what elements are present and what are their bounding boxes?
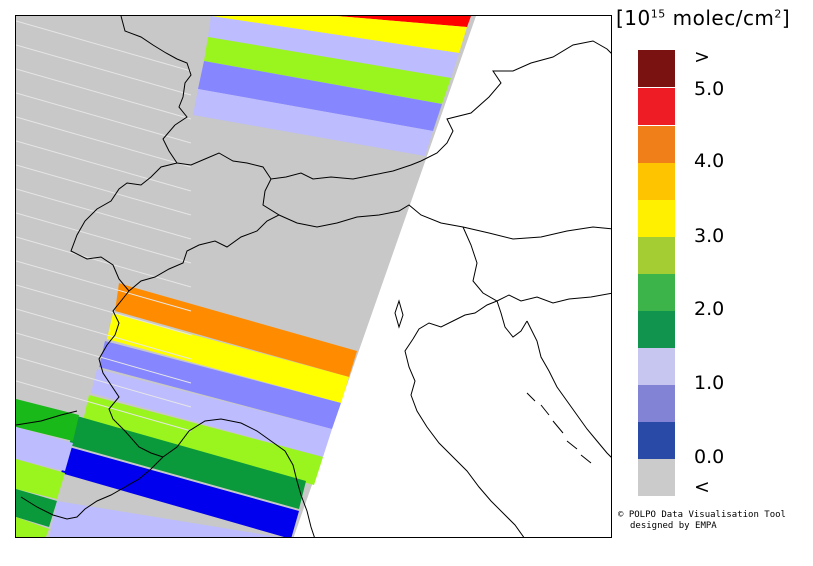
border-france-italy	[98, 290, 164, 458]
colorbar-label: 4.0	[694, 150, 725, 172]
border-france-west	[16, 410, 78, 426]
scan-line	[16, 332, 192, 384]
satellite-swath-main	[16, 16, 476, 537]
colorbar-label: 1.0	[694, 372, 725, 394]
croatian-islands	[526, 392, 592, 464]
colorbar-swatch	[638, 459, 675, 496]
colorbar-swatch	[638, 422, 675, 459]
border-austria-italy	[278, 204, 611, 240]
border-swiss-italy	[70, 162, 178, 292]
scan-line	[16, 236, 192, 288]
scan-line	[16, 68, 192, 120]
scan-line	[16, 380, 192, 432]
scan-line	[16, 356, 192, 408]
coast-istria	[496, 300, 528, 338]
west-band-green	[16, 399, 79, 441]
scan-line	[16, 164, 192, 216]
band-lavender-3	[91, 369, 332, 457]
scan-line	[16, 44, 192, 96]
scan-line	[16, 308, 192, 360]
lake-garda	[394, 299, 404, 329]
unit-close: ]	[781, 6, 791, 30]
west-band-lime-2	[16, 517, 49, 537]
scan-line	[16, 188, 192, 240]
west-band-lavender	[16, 427, 73, 471]
west-band-lavender-2	[49, 501, 279, 537]
colorbar-swatch	[638, 200, 675, 237]
colorbar-swatch	[638, 274, 675, 311]
unit-suffix: molec/cm	[665, 6, 775, 30]
scan-line	[16, 92, 192, 144]
border-austria-east	[420, 40, 611, 162]
colorbar-swatch	[638, 126, 675, 163]
colorbar-swatch	[638, 385, 675, 422]
colorbar-swatch	[638, 50, 675, 87]
colorbar-legend: [1015 molec/cm2] > 5.0 4.0 3.0 2.0 1.0 0…	[612, 0, 813, 566]
band-lavender-2	[193, 89, 433, 156]
unit-label: [1015 molec/cm2]	[616, 6, 790, 30]
map-svg	[16, 16, 611, 537]
credit-line-2: designed by EMPA	[630, 521, 717, 531]
west-band-lime	[16, 459, 65, 499]
colorbar-swatch	[638, 237, 675, 274]
band-periwinkle	[198, 61, 442, 131]
map-panel	[15, 15, 612, 538]
border-swiss-austria	[162, 124, 422, 180]
border-slovenia	[462, 226, 611, 304]
unit-square: 2	[774, 7, 782, 21]
unit-exponent: 15	[650, 7, 666, 21]
scan-line	[16, 284, 192, 336]
scan-line	[16, 140, 192, 192]
scan-line	[16, 20, 192, 72]
colorbar-label: 2.0	[694, 298, 725, 320]
coast-riviera	[20, 456, 164, 520]
band-lavender	[208, 16, 459, 78]
colorbar-swatch	[638, 348, 675, 385]
west-band-dark-green	[16, 489, 57, 527]
coast-adriatic-north	[412, 300, 498, 340]
country-borders	[16, 16, 611, 537]
band-yellow-2	[107, 313, 349, 403]
colorbar-label: 5.0	[694, 78, 725, 100]
scan-line	[16, 212, 192, 264]
band-periwinkle-2	[99, 341, 341, 429]
band-red	[337, 16, 471, 27]
colorbar-label: <	[694, 476, 710, 498]
band-blue	[61, 447, 299, 537]
border-ticino	[128, 178, 281, 292]
colorbar-label: >	[694, 46, 710, 68]
band-yellow	[211, 16, 467, 53]
band-dark-green	[69, 416, 306, 509]
colorbar-label: 3.0	[694, 225, 725, 247]
colorbar-swatch	[638, 88, 675, 125]
scan-lines	[16, 20, 192, 432]
credit-line-1: © POLPO Data Visualisation Tool	[618, 510, 786, 520]
colorbar-label: 0.0	[694, 446, 725, 468]
unit-prefix: [10	[616, 6, 651, 30]
scan-line	[16, 260, 192, 312]
border-north	[120, 16, 192, 126]
coast-adriatic-west	[404, 338, 525, 537]
scan-line	[16, 116, 192, 168]
colorbar-swatch	[638, 311, 675, 348]
band-lime	[204, 37, 451, 104]
satellite-swath-west	[16, 399, 279, 537]
colorbar-swatch	[638, 163, 675, 200]
credit-text: © POLPO Data Visualisation Tool designed…	[618, 510, 786, 532]
coast-croatia	[526, 320, 611, 458]
coast-ligurian	[162, 418, 315, 537]
